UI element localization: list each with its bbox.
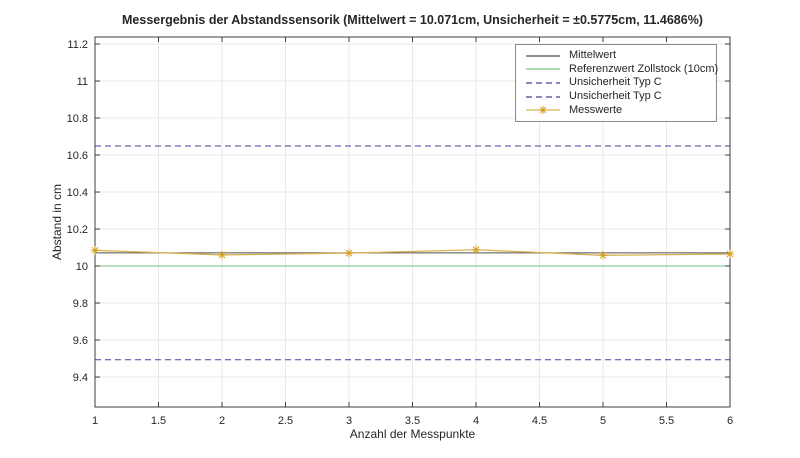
legend-item-mittelwert: Mittelwert: [524, 50, 712, 61]
legend-label: Referenzwert Zollstock (10cm): [569, 62, 719, 75]
legend-swatch-unsicherheit-unten: [526, 95, 560, 98]
x-tick-label: 5.5: [659, 415, 674, 427]
legend-item-referenzwert: Referenzwert Zollstock (10cm): [524, 63, 718, 75]
x-tick-label: 3.5: [405, 415, 420, 427]
x-tick-label: 4.5: [532, 415, 547, 427]
data-point-marker: [345, 249, 353, 257]
y-tick-label: 9.6: [73, 335, 88, 347]
data-point-marker: [91, 246, 99, 254]
legend-label: Unsicherheit Typ C: [569, 76, 662, 89]
x-tick-label: 1: [92, 415, 98, 427]
y-tick-label: 10.8: [67, 113, 88, 125]
legend: Mittelwert Referenzwert Zollstock (10cm)…: [515, 44, 718, 122]
legend-item-unsicherheit-unten: Unsicherheit Typ C: [524, 91, 712, 102]
x-tick-label: 2: [219, 415, 225, 427]
x-tick-label: 3: [346, 415, 352, 427]
y-tick-label: 11.2: [67, 39, 88, 51]
legend-swatch-unsicherheit-oben: [526, 82, 560, 84]
y-tick-label: 10.4: [67, 187, 88, 199]
legend-swatch-mittelwert: [526, 55, 560, 57]
data-point-marker: [599, 251, 607, 259]
x-tick-label: 4: [473, 415, 479, 427]
x-tick-label: 1.5: [151, 415, 166, 427]
data-point-marker: [726, 250, 734, 258]
legend-marker-sample: [539, 106, 547, 114]
y-tick-label: 9.8: [73, 298, 88, 310]
legend-label: Messwerte: [569, 103, 623, 116]
y-tick-label: 10: [76, 261, 88, 273]
x-tick-label: 2.5: [278, 415, 293, 427]
y-tick-label: 11: [77, 76, 88, 88]
y-tick-label: 10.6: [67, 150, 88, 162]
x-tick-label: 6: [727, 415, 733, 427]
legend-swatch-referenzwert: [526, 68, 560, 70]
data-point-marker: [472, 246, 480, 254]
x-axis-label: Anzahl der Messpunkte: [349, 427, 476, 441]
legend-label: Mittelwert: [569, 49, 617, 62]
y-tick-label: 9.4: [73, 372, 88, 384]
y-tick-label: 10.2: [67, 224, 88, 236]
legend-label: Unsicherheit Typ C: [569, 90, 662, 103]
legend-swatch-messwerte: [526, 106, 560, 115]
data-point-marker: [218, 251, 226, 259]
x-tick-label: 5: [600, 415, 606, 427]
series-messwerte-line: [94, 249, 731, 256]
legend-item-unsicherheit-oben: Unsicherheit Typ C: [524, 77, 712, 88]
legend-item-messwerte: Messwerte: [524, 103, 712, 116]
chart-title: Messergebnis der Abstandssensorik (Mitte…: [122, 13, 703, 27]
